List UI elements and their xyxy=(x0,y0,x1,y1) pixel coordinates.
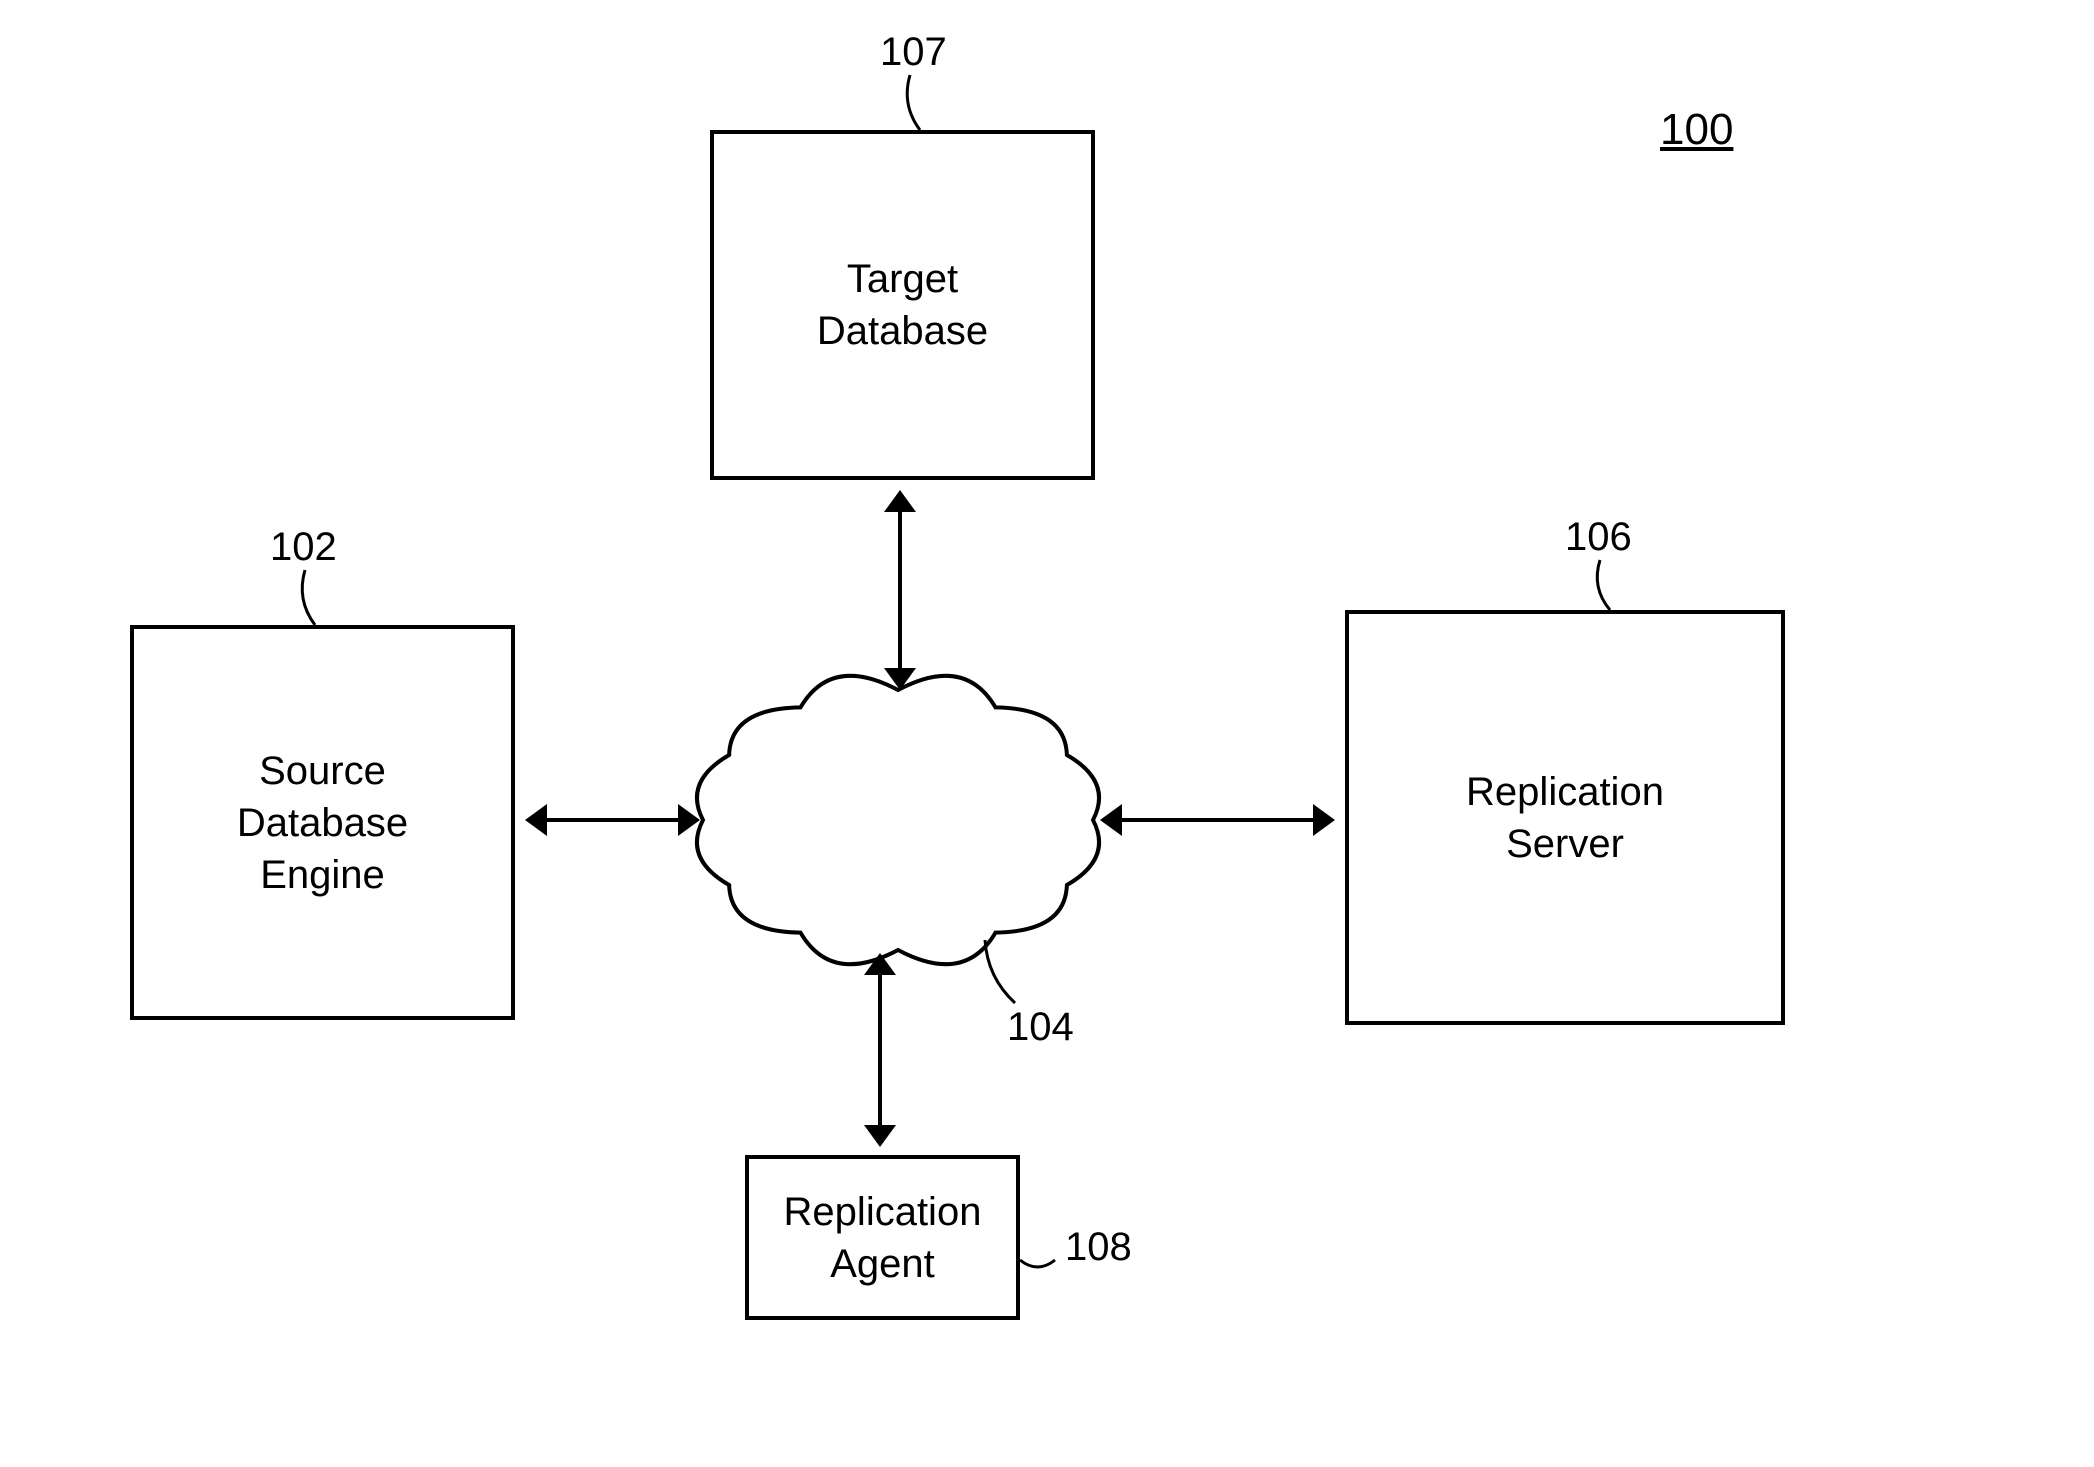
diagram-container: 100 Target Database Source Database Engi… xyxy=(0,0,2094,1467)
node-network-label: Network xyxy=(818,796,978,841)
node-replication-server: Replication Server xyxy=(1345,610,1785,1025)
refnum-108: 108 xyxy=(1065,1225,1132,1270)
node-replication-agent-label: Replication Agent xyxy=(784,1186,982,1290)
node-source-database-engine: Source Database Engine xyxy=(130,625,515,1020)
node-replication-agent: Replication Agent xyxy=(745,1155,1020,1320)
figure-number: 100 xyxy=(1660,105,1733,155)
refnum-104: 104 xyxy=(1007,1005,1074,1050)
node-replication-server-label: Replication Server xyxy=(1466,766,1664,870)
refnum-107: 107 xyxy=(880,30,947,75)
node-target-database: Target Database xyxy=(710,130,1095,480)
node-target-database-label: Target Database xyxy=(817,253,988,357)
refnum-106: 106 xyxy=(1565,515,1632,560)
refnum-102: 102 xyxy=(270,525,337,570)
node-source-database-engine-label: Source Database Engine xyxy=(237,745,408,901)
